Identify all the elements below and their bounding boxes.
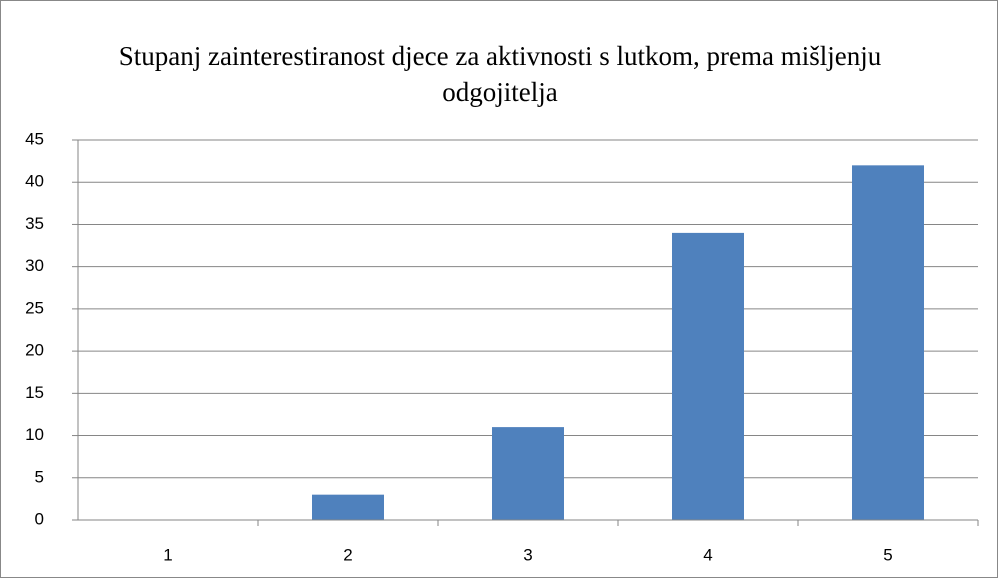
bar xyxy=(672,232,744,520)
x-tick-label: 3 xyxy=(523,545,532,564)
x-tick-label: 5 xyxy=(883,545,892,564)
bar xyxy=(492,427,564,520)
y-tick-label: 20 xyxy=(25,341,44,360)
y-tick-label: 25 xyxy=(25,298,44,317)
y-tick-label: 40 xyxy=(25,172,44,191)
bar xyxy=(852,165,924,521)
y-tick-label: 35 xyxy=(25,214,44,233)
x-tick-label: 1 xyxy=(163,545,172,564)
x-tick-label: 4 xyxy=(703,545,712,564)
y-tick-label: 45 xyxy=(25,129,44,148)
bar xyxy=(312,494,384,520)
y-tick-label: 15 xyxy=(25,383,44,402)
chart-title: Stupanj zainterestiranost djece za aktiv… xyxy=(118,41,882,107)
y-tick-label: 30 xyxy=(25,256,44,275)
y-tick-label: 5 xyxy=(35,467,44,486)
x-tick-label: 2 xyxy=(343,545,352,564)
y-tick-label: 10 xyxy=(25,425,44,444)
y-tick-label: 0 xyxy=(35,509,44,528)
